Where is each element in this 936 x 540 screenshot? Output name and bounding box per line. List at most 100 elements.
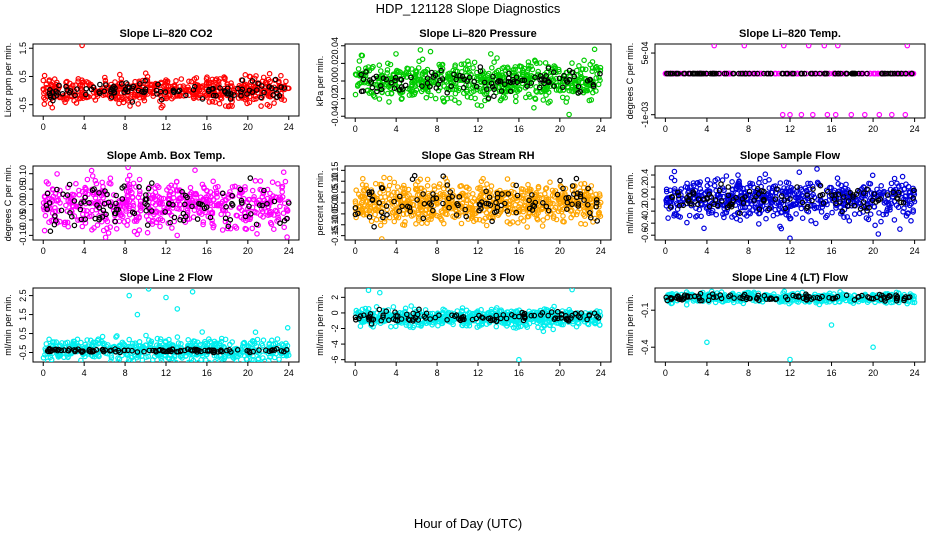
data-point — [42, 212, 49, 219]
x-tick-label: 4 — [82, 368, 87, 378]
data-point — [553, 216, 560, 223]
data-point — [774, 186, 780, 192]
data-point — [561, 72, 567, 79]
y-tick-label: -0.05 — [18, 210, 28, 231]
data-point — [424, 183, 431, 189]
data-point — [747, 183, 754, 189]
data-point — [809, 111, 816, 118]
data-point — [54, 347, 61, 354]
data-point — [420, 215, 427, 222]
data-point — [724, 204, 731, 211]
data-point — [46, 345, 53, 352]
data-point — [731, 212, 738, 219]
data-point — [277, 220, 283, 227]
data-point — [501, 81, 508, 88]
data-point — [879, 70, 886, 77]
data-point — [489, 218, 495, 225]
data-point — [89, 227, 95, 233]
data-point — [92, 97, 99, 103]
data-point — [213, 92, 219, 99]
data-point — [248, 211, 254, 217]
data-point — [82, 216, 89, 223]
data-point — [123, 188, 130, 195]
data-point — [173, 78, 179, 84]
data-point — [151, 88, 157, 94]
data-point — [89, 348, 96, 355]
y-axis-label: degrees C per min. — [625, 43, 635, 120]
data-point — [352, 91, 359, 98]
data-point — [551, 63, 558, 69]
data-point — [465, 58, 471, 65]
data-point — [895, 189, 902, 196]
y-tick-label: -0.10 — [18, 225, 28, 246]
data-point — [461, 76, 468, 83]
data-point — [566, 111, 572, 118]
data-point — [189, 203, 195, 210]
data-point — [694, 180, 700, 186]
data-point — [149, 180, 155, 186]
data-point — [674, 189, 681, 196]
data-point — [420, 191, 426, 197]
data-point — [280, 169, 287, 176]
data-point — [424, 66, 431, 73]
y-tick-label: 0 — [330, 310, 340, 315]
y-tick-label: -0.04 — [330, 106, 340, 127]
data-point — [278, 196, 284, 202]
data-point — [44, 358, 51, 362]
x-tick-label: 20 — [243, 122, 253, 132]
data-point — [547, 179, 553, 186]
data-point — [477, 64, 484, 70]
data-point — [189, 340, 196, 346]
data-point — [463, 213, 470, 220]
data-point — [458, 61, 465, 68]
data-point — [391, 179, 398, 186]
data-point — [470, 65, 476, 71]
data-point — [415, 217, 422, 223]
y-tick-label: -0.4 — [640, 215, 650, 231]
data-point — [669, 70, 676, 77]
data-point — [547, 200, 554, 206]
data-point — [90, 84, 97, 91]
data-point — [232, 183, 238, 190]
data-point — [71, 338, 78, 345]
data-point — [150, 347, 156, 354]
data-point — [835, 188, 842, 195]
data-point — [116, 356, 123, 362]
data-point — [269, 347, 276, 353]
data-point — [69, 342, 75, 349]
data-point — [438, 67, 445, 74]
data-point — [489, 83, 496, 90]
data-point — [136, 184, 142, 190]
data-point — [244, 91, 250, 97]
data-point — [516, 86, 523, 92]
data-point — [71, 198, 78, 204]
data-point — [369, 196, 376, 203]
data-point — [539, 200, 546, 206]
data-point — [571, 86, 578, 93]
page-title: HDP_121128 Slope Diagnostics — [375, 1, 561, 16]
panel-title: Slope Line 2 Flow — [120, 272, 213, 284]
data-point — [460, 84, 467, 91]
data-point — [379, 236, 385, 240]
data-point — [384, 67, 391, 73]
panel-title: Slope Li–820 Temp. — [739, 28, 841, 40]
data-point — [52, 218, 59, 224]
data-point — [453, 86, 460, 92]
data-point — [714, 202, 721, 209]
data-point — [499, 65, 506, 72]
data-point — [242, 184, 248, 190]
data-point — [89, 207, 96, 214]
y-axis-label: ml/min per min. — [315, 294, 325, 356]
x-tick-label: 12 — [161, 122, 171, 132]
data-point — [113, 226, 120, 232]
data-point — [352, 71, 359, 78]
data-point — [169, 95, 175, 102]
data-point — [518, 215, 524, 222]
x-tick-label: 4 — [704, 246, 709, 256]
data-point — [525, 91, 532, 98]
panel-title: Slope Li–820 Pressure — [419, 28, 536, 40]
data-point — [284, 208, 291, 214]
data-point — [387, 61, 394, 68]
data-point — [190, 94, 197, 100]
y-axis-label: Licor ppm per min. — [3, 43, 13, 118]
